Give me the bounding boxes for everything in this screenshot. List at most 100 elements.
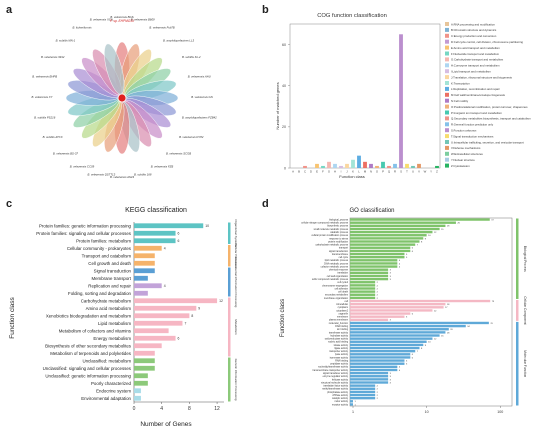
- kegg-data-label: 10: [205, 224, 209, 228]
- cog-bar-H: [333, 163, 337, 168]
- go-bar: [350, 287, 376, 290]
- go-category-label: cellular protein modification process: [311, 234, 348, 237]
- kegg-category-label: Membrane transport: [91, 276, 131, 281]
- go-category-label: translation factor activity: [323, 385, 348, 388]
- go-data-label: 6: [412, 357, 414, 359]
- go-bar: [350, 302, 446, 306]
- go-bar: [350, 309, 433, 312]
- kegg-bar: [134, 283, 162, 289]
- go-bar: [350, 359, 405, 362]
- legend-swatch-T: [445, 134, 449, 139]
- kegg-bar: [134, 373, 148, 379]
- legend-label-A: A:RNA processing and modification: [451, 22, 495, 26]
- go-data-label: 12: [434, 232, 437, 234]
- petal-label: B. amyloliquefaciens LL3: [163, 38, 195, 42]
- legend-swatch-W: [445, 151, 449, 156]
- go-bar: [350, 315, 405, 318]
- kegg-bar: [134, 238, 176, 244]
- go-category-label: transferase activity: [329, 331, 349, 334]
- go-bar: [350, 271, 389, 275]
- y-tick-label: 40: [282, 84, 286, 88]
- go-bar: [350, 384, 376, 387]
- x-tick-label: N: [370, 170, 372, 174]
- go-data-label: 6: [412, 354, 414, 356]
- go-category-label: organelle: [339, 312, 349, 315]
- go-bar: [350, 274, 389, 278]
- go-category-label: nucleic acid binding: [328, 342, 349, 344]
- panel-label-d: d: [262, 198, 269, 210]
- go-bar: [350, 365, 398, 369]
- legend-swatch-I: [445, 69, 449, 74]
- kegg-category-label: Endocrine system: [96, 388, 131, 393]
- go-data-label: 2: [377, 295, 379, 297]
- go-bar: [350, 346, 420, 350]
- kegg-group-bar: [228, 297, 231, 357]
- x-tick-label: M: [364, 170, 367, 174]
- legend-label-P: P:Inorganic ion transport and metabolism: [451, 111, 503, 115]
- x-tick-label: B: [298, 170, 300, 174]
- cog-bar-E: [315, 163, 319, 168]
- x-tick-label: H: [334, 170, 336, 174]
- y-tick-label: 0: [284, 166, 286, 170]
- go-data-label: 34: [467, 326, 470, 328]
- petal-label: B. velezensis DY82: [179, 135, 204, 139]
- go-data-label: 4: [399, 367, 401, 369]
- go-bar: [350, 230, 433, 234]
- go-data-label: 2: [377, 398, 379, 400]
- x-tick-label: F: [322, 170, 324, 174]
- go-data-label: 4: [399, 263, 401, 265]
- x-tick-label: 10: [425, 410, 429, 414]
- legend-label-N: N:Cell motility: [451, 99, 469, 103]
- panel-label-b: b: [262, 4, 269, 16]
- go-category-label: plasma membrane: [329, 319, 349, 322]
- go-group-bar: [516, 218, 519, 299]
- kegg-bar: [134, 365, 155, 371]
- cog-bar-S: [399, 34, 403, 169]
- go-group-bar: [516, 299, 519, 321]
- go-data-label: 4: [399, 370, 401, 372]
- go-bar: [350, 324, 466, 328]
- go-data-label: 2: [377, 392, 379, 394]
- petal-label: B. velezensis 9912: [41, 55, 65, 59]
- go-bar: [350, 378, 389, 381]
- cog-bar-U: [411, 165, 415, 168]
- legend-swatch-C: [445, 33, 449, 38]
- go-bar: [350, 240, 420, 243]
- go-category-label: cytoplasm: [338, 306, 348, 309]
- cog-bar-Z: [435, 165, 439, 168]
- kegg-group-label: Organismal Systems: [234, 219, 238, 247]
- kegg-bar: [134, 350, 155, 356]
- go-category-label: nucleotidyltransferase activity: [318, 366, 349, 369]
- kegg-bar: [134, 298, 218, 304]
- go-category-label: transporter activity: [329, 350, 349, 353]
- kegg-category-label: Carbohydrate metabolism: [81, 298, 132, 303]
- kegg-bar: [134, 305, 197, 311]
- legend-swatch-Z: [445, 163, 449, 168]
- x-tick-label: L: [358, 170, 360, 174]
- go-data-label: 7: [417, 245, 419, 247]
- kegg-category-label: Metabolism of terpenoids and polyketides: [50, 351, 132, 356]
- go-data-label: 2: [377, 389, 379, 391]
- x-tick-label: 1: [352, 410, 354, 414]
- kegg-category-label: Energy metabolism: [93, 336, 131, 341]
- go-data-label: 3: [390, 382, 392, 384]
- go-category-label: transmembrane: [332, 253, 349, 256]
- kegg-bar: [134, 335, 176, 341]
- go-group-bar: [516, 321, 519, 406]
- legend-swatch-O: [445, 104, 449, 109]
- go-data-label: 6: [412, 251, 414, 253]
- petal-label: B. subtilis ATCC: [43, 135, 64, 139]
- petal-label: B. velezensis AS43: [110, 175, 134, 179]
- legend-label-M: M:Cell wall/membrane/envelope biogenesis: [451, 93, 506, 97]
- go-group-label: Biological Process: [523, 246, 527, 272]
- kegg-group-label: Genetic Information Processing: [234, 359, 238, 401]
- go-bar: [350, 337, 433, 340]
- cog-bar-V: [417, 163, 421, 168]
- legend-label-Q: Q:Secondary metabolites biosynthesis, tr…: [451, 117, 531, 121]
- go-data-label: 20: [450, 329, 453, 331]
- kegg-chart: KEGG classification Function class Numbe…: [9, 207, 238, 428]
- kegg-data-label: 9: [198, 307, 200, 311]
- chart-title: KEGG classification: [125, 207, 187, 214]
- go-bar: [350, 368, 398, 372]
